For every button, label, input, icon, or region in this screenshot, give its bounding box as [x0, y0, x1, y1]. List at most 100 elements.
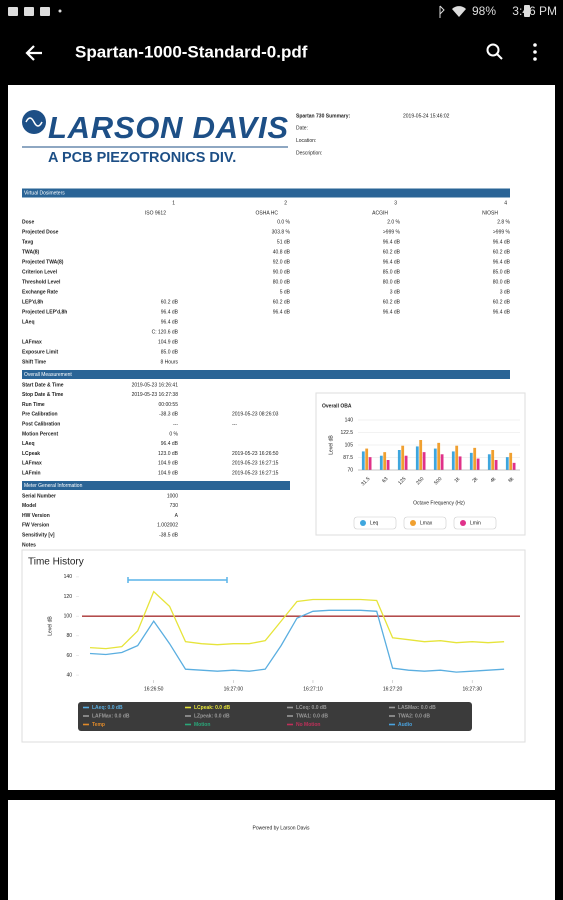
cell: 92.0 dB [273, 259, 291, 265]
summary-timestamp: 2019-05-24 15:46:02 [403, 113, 450, 119]
cell: 96.4 dB [493, 239, 511, 245]
row-label: Pre Calibration [22, 412, 58, 418]
legend-label: LAeq: 0.0 dB [92, 705, 123, 711]
bar [368, 457, 372, 470]
row-label: LEP'd,8h [22, 299, 43, 305]
clock: 3:46 PM [512, 4, 557, 18]
legend-item [453, 516, 497, 530]
bar [451, 451, 455, 470]
cell: 5 dB [280, 289, 291, 295]
cell: 0.0 % [277, 219, 290, 225]
cell: --- [173, 422, 178, 428]
cell: 60.2 dB [273, 299, 291, 305]
legend-label: Temp [92, 722, 105, 728]
cell: >999 % [493, 229, 511, 235]
cell: 104.9 dB [158, 339, 179, 345]
y-tick-label: 70 [347, 467, 353, 473]
cell: 80.0 dB [493, 279, 511, 285]
x-tick-label: 8k [507, 476, 515, 484]
cell: 60.2 dB [383, 299, 401, 305]
x-tick-label: 125 [397, 476, 407, 486]
column-number: 4 [504, 200, 507, 206]
time-history-legend [78, 702, 472, 731]
x-tick-label: 16:27:20 [383, 686, 403, 692]
cell: 80.0 dB [383, 279, 401, 285]
cell: C: 120.6 dB [152, 329, 179, 335]
cell: >999 % [383, 229, 401, 235]
summary-title: Spartan 730 Summary: [296, 113, 351, 119]
chart-title: Time History [28, 557, 84, 568]
cell: 2019-05-23 16:26:41 [132, 382, 179, 388]
y-tick-label: 122.5 [340, 430, 353, 436]
column-name: ACGIH [372, 210, 388, 216]
bar [433, 448, 437, 470]
cell: 60.2 dB [493, 299, 511, 305]
section-header [22, 481, 290, 490]
legend-label: LCpeak: 0.0 dB [194, 705, 231, 711]
section-title: Overall Measurement [24, 372, 72, 378]
cell: 2.8 % [497, 219, 510, 225]
bar [361, 451, 365, 470]
cell: A [175, 513, 179, 519]
legend-label: Lmin [470, 520, 481, 526]
bar [437, 442, 441, 470]
y-axis-label: Level dB [328, 435, 334, 455]
bar [365, 448, 369, 470]
row-label: Exposure Limit [22, 349, 58, 355]
bar [505, 457, 509, 470]
back-button[interactable] [25, 45, 42, 61]
menu-button[interactable] [533, 43, 537, 61]
cell: 51 dB [277, 239, 291, 245]
bar [455, 445, 459, 470]
legend-swatch [410, 520, 416, 526]
row-label: Model [22, 503, 37, 509]
bar [383, 452, 387, 470]
bar [509, 452, 513, 470]
legend-label: LZpeak: 0.0 dB [194, 713, 230, 719]
row-label: Dose [22, 219, 34, 225]
legend-label: No Motion [296, 722, 320, 728]
row-label: LAFmax [22, 461, 42, 467]
column-name: ISO 9612 [145, 210, 166, 216]
cell: 303.8 % [272, 229, 291, 235]
bar [469, 452, 473, 470]
series-line [89, 609, 505, 673]
row-label: Stop Date & Time [22, 392, 64, 398]
chart-title: Overall OBA [322, 403, 352, 409]
cell: 96.4 dB [161, 309, 179, 315]
cell: --- [232, 422, 237, 428]
row-label: Tavg [22, 239, 33, 245]
cell: 2019-05-23 16:27:38 [132, 392, 179, 398]
legend-swatch [360, 520, 366, 526]
legend-label: LCeq: 0.0 dB [296, 705, 327, 711]
cell: 80.0 dB [273, 279, 291, 285]
notification-icon [24, 7, 34, 16]
time-range-marker [127, 577, 228, 583]
battery-level: 98% [472, 4, 496, 18]
bar [491, 450, 495, 470]
legend-swatch [460, 520, 466, 526]
page-footer: Powered by Larson Davis [253, 825, 310, 831]
notification-icon [40, 7, 50, 16]
cell: 96.4 dB [273, 309, 291, 315]
row-label: Projected Dose [22, 229, 59, 235]
bar [415, 446, 419, 470]
x-tick-label: 31.5 [360, 476, 371, 487]
legend-label: LASMax: 0.0 dB [398, 705, 436, 711]
bar [404, 455, 408, 470]
bar [512, 462, 516, 470]
cell: 3 dB [390, 289, 401, 295]
cell: 2019-05-23 16:26:50 [232, 451, 279, 457]
x-tick-label: 1k [453, 476, 461, 484]
row-label: Start Date & Time [22, 382, 64, 388]
x-tick-label: 16:27:00 [224, 686, 244, 692]
cell: 60.2 dB [493, 249, 511, 255]
document-title: Spartan-1000-Standard-0.pdf [75, 42, 308, 61]
y-tick-label: 120 [64, 594, 73, 600]
cell: 730 [170, 503, 179, 509]
legend-label: LAFMax: 0.0 dB [92, 713, 130, 719]
row-label: HW Version [22, 513, 50, 519]
section-title: Meter General Information [24, 483, 83, 489]
bar [379, 455, 383, 470]
search-button[interactable] [486, 43, 503, 60]
